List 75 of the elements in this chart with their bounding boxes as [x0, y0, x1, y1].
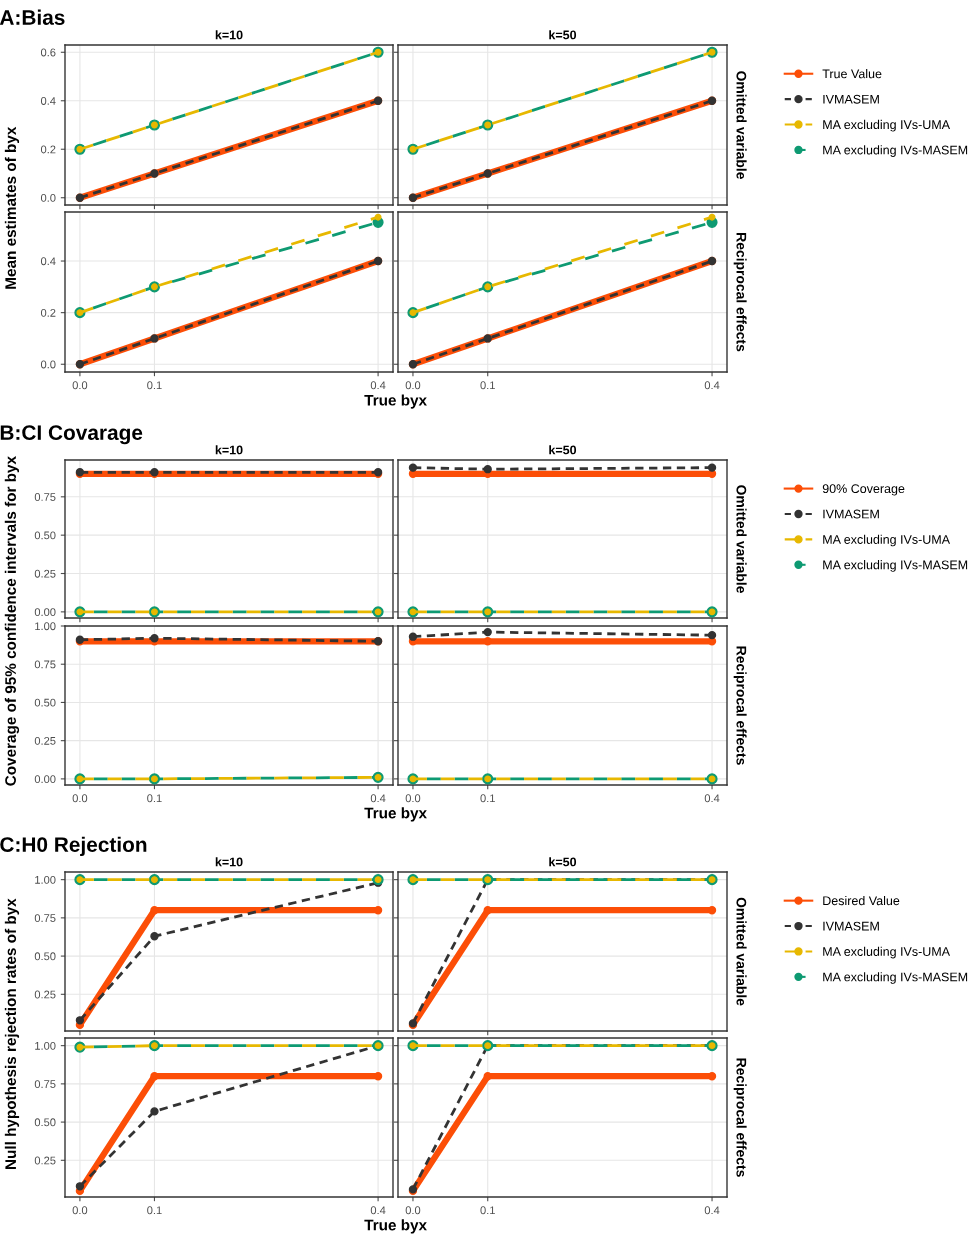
x-tick-label: 0.4: [370, 794, 386, 803]
chart-subtitle: k=10: [215, 445, 243, 455]
y2-axis-title: Omitted variable: [736, 897, 747, 1006]
y-tick-label: 0.75: [34, 914, 56, 922]
legend-label: IVMASEM: [823, 509, 879, 519]
x-tick-label: 0.1: [147, 1206, 162, 1215]
x-tick-label: 0.1: [147, 381, 162, 390]
x-tick-label: 0.4: [704, 381, 720, 390]
legend-label: IVMASEM: [823, 921, 879, 931]
x-tick-label: 0.4: [704, 794, 720, 803]
x-axis-title: True byx: [364, 807, 427, 822]
y-tick-label: 1.00: [35, 875, 56, 884]
x-tick-label: 0.0: [405, 794, 421, 803]
legend-label: MA excluding IVs-MASEM: [823, 972, 968, 984]
chart-subtitle: k=50: [549, 857, 577, 867]
x-tick-label: 0.1: [480, 381, 495, 390]
x-tick-label: 0.0: [72, 1206, 88, 1215]
x-tick-label: 0.1: [147, 794, 162, 803]
y2-axis-title: Reciprocal effects: [733, 1058, 747, 1177]
y2-axis-title: Omitted variable: [736, 485, 747, 593]
x-axis-title: True byx: [364, 394, 427, 409]
y-tick-label: 0.00: [34, 775, 56, 784]
legend-label: MA excluding IVs-UMA: [823, 534, 951, 547]
x-tick-label: 0.4: [370, 1206, 386, 1215]
y-axis-title: Null hypothesis rejection rates of byx: [4, 898, 20, 1169]
chart-title: A:Bias: [0, 9, 65, 25]
x-tick-label: 0.4: [370, 381, 386, 390]
y-tick-label: 0.2: [40, 308, 56, 317]
chart-subtitle: k=50: [549, 30, 577, 40]
legend-label: MA excluding IVs-MASEM: [823, 560, 968, 572]
x-axis-title: True byx: [364, 1219, 427, 1234]
x-tick-label: 0.0: [72, 381, 88, 390]
chart-subtitle: k=50: [549, 445, 577, 455]
y-tick-label: 0.75: [34, 493, 56, 501]
legend-label: Desired Value: [823, 895, 900, 906]
x-tick-label: 0.0: [405, 381, 421, 390]
y-tick-label: 0.50: [34, 952, 56, 961]
y2-axis-title: Omitted variable: [736, 71, 747, 179]
y-tick-label: 0.75: [34, 1080, 56, 1088]
x-tick-label: 0.0: [72, 794, 88, 803]
x-tick-label: 0.1: [480, 794, 495, 803]
y-tick-label: 0.0: [40, 360, 56, 369]
chart-subtitle: k=10: [215, 857, 243, 867]
x-tick-label: 0.0: [405, 1206, 421, 1215]
y-tick-label: 0.00: [34, 608, 56, 616]
y-tick-label: 0.25: [34, 736, 56, 745]
y-tick-label: 0.0: [40, 193, 56, 202]
chart-title: C:H0 Rejection: [0, 836, 147, 857]
legend-label: 90% Coverage: [822, 484, 905, 496]
y-tick-label: 0.50: [34, 698, 56, 707]
y-tick-label: 0.50: [34, 531, 56, 540]
y-tick-label: 1.00: [35, 1041, 56, 1050]
legend-label: MA excluding IVs-UMA: [823, 946, 951, 959]
y-tick-label: 0.75: [34, 660, 56, 669]
y-tick-label: 0.6: [40, 48, 56, 57]
y-tick-label: 0.50: [34, 1118, 56, 1127]
x-tick-label: 0.4: [704, 1206, 720, 1215]
y-axis-title: Coverage of 95% confidence intervals for byx: [4, 456, 20, 786]
legend-label: True Value: [822, 69, 882, 79]
legend-label: MA excluding IVs-UMA: [823, 119, 951, 132]
y-tick-label: 0.4: [40, 97, 56, 105]
y-tick-label: 0.25: [34, 1156, 56, 1165]
legend-label: MA excluding IVs-MASEM: [823, 145, 968, 157]
chart-subtitle: k=10: [215, 30, 243, 40]
y2-axis-title: Reciprocal effects: [733, 646, 747, 765]
y2-axis-title: Reciprocal effects: [733, 233, 747, 352]
x-tick-label: 0.1: [480, 1206, 495, 1215]
y-tick-label: 0.4: [40, 257, 56, 266]
y-axis-title: Mean estimates of byx: [4, 126, 20, 289]
chart-title: B:CI Covarage: [0, 425, 143, 445]
legend-label: IVMASEM: [823, 94, 879, 104]
y-tick-label: 1.00: [35, 622, 56, 631]
y-tick-label: 0.25: [34, 990, 56, 999]
y-tick-label: 0.2: [40, 145, 56, 154]
y-tick-label: 0.25: [34, 569, 56, 578]
